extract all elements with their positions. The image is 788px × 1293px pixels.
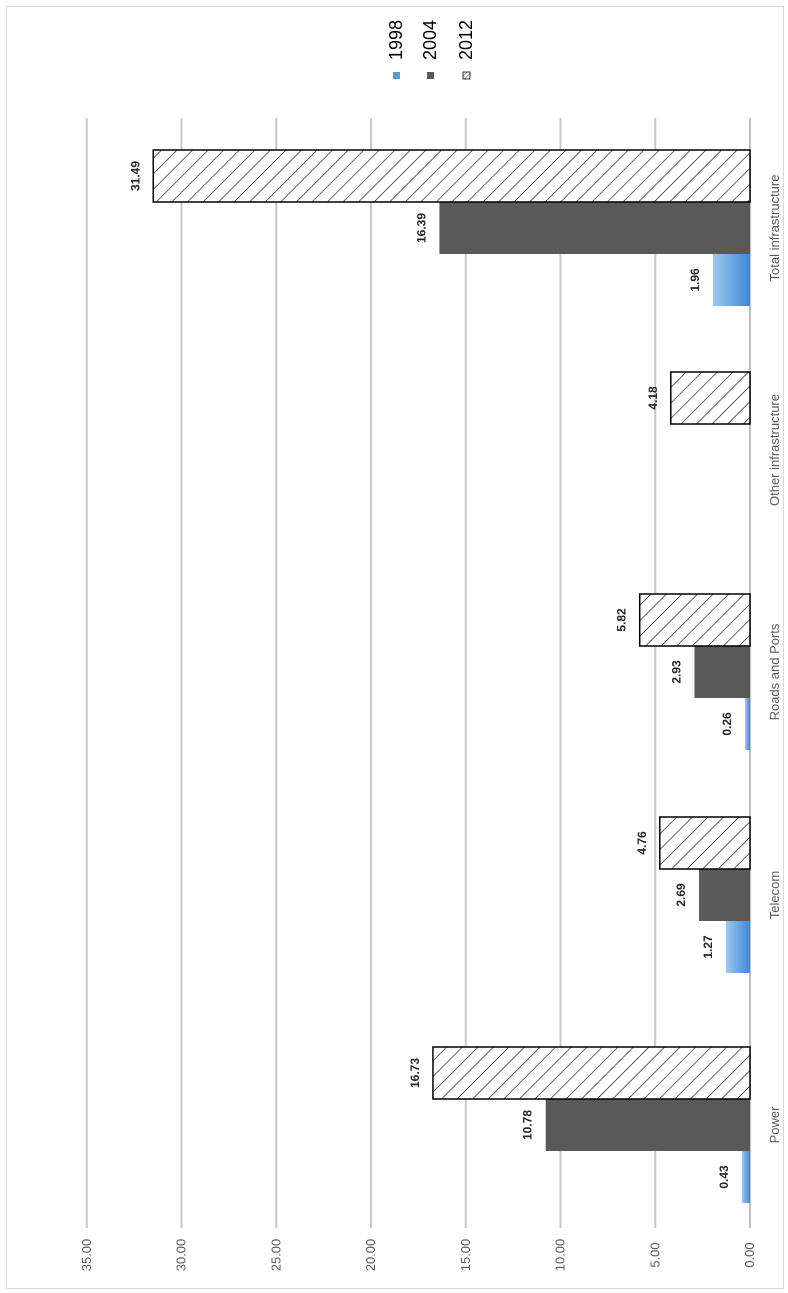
category-label: Total infrastructure [767,175,782,282]
bar-2012 [638,593,751,647]
category-label: Roads and Ports [767,623,782,720]
data-label: 2.69 [674,883,688,907]
value-axis-ticks: 0.00 5.00 10.00 15.00 20.00 25.00 30.00 35.00 [79,1239,757,1272]
category-label: Telecom [767,871,782,919]
legend-label-1998: 1998 [386,20,406,60]
legend-label-2012: 2012 [456,20,476,60]
data-label: 0.43 [717,1165,731,1189]
legend-swatch-1998 [393,72,400,79]
bar-2012 [152,149,751,203]
tick-label: 0.00 [742,1242,757,1267]
bar-1998 [725,921,750,973]
tick-label: 10.00 [553,1239,568,1272]
legend-label-2004: 2004 [420,20,440,60]
tick-label: 15.00 [458,1239,473,1272]
tick-label: 25.00 [268,1239,283,1272]
bar-1998 [745,698,750,750]
data-label: 16.73 [408,1058,422,1088]
data-labels: 0.43 10.78 16.73 1.27 2.69 4.76 0.26 2.93 5.82 4.… [128,161,734,1189]
tick-label: 35.00 [79,1239,94,1272]
tick-label: 20.00 [363,1239,378,1272]
bar-1998 [741,1151,750,1203]
gridlines [85,118,751,1228]
tick-label: 5.00 [647,1242,662,1267]
bar-2004 [694,646,750,698]
bar-2012 [432,1046,751,1100]
data-label: 5.82 [615,608,629,632]
data-label: 4.76 [635,831,649,855]
data-label: 0.26 [720,712,734,736]
data-label: 10.78 [521,1110,535,1140]
legend-swatch-2012 [462,71,471,80]
legend: 1998 2004 2012 [386,20,476,80]
data-label: 2.93 [669,660,683,684]
data-label: 4.18 [646,386,660,410]
data-label: 31.49 [128,161,142,191]
category-labels: Power Telecom Roads and Ports Other infrast… [767,175,782,1144]
bar-2004 [545,1099,750,1151]
legend-swatch-2004 [427,72,434,79]
blank-panel [25,140,81,1166]
data-label: 1.96 [688,268,702,292]
bar-1998 [712,254,750,306]
data-label: 16.39 [414,213,428,243]
bars [152,149,751,1203]
data-label: 1.27 [701,935,715,959]
bar-2012 [670,371,751,425]
bar-2012 [659,816,751,870]
bar-2004 [699,869,750,921]
category-label: Other infrastructure [767,394,782,506]
bar-2004 [439,202,750,254]
tick-label: 30.00 [174,1239,189,1272]
category-label: Power [767,1106,782,1144]
